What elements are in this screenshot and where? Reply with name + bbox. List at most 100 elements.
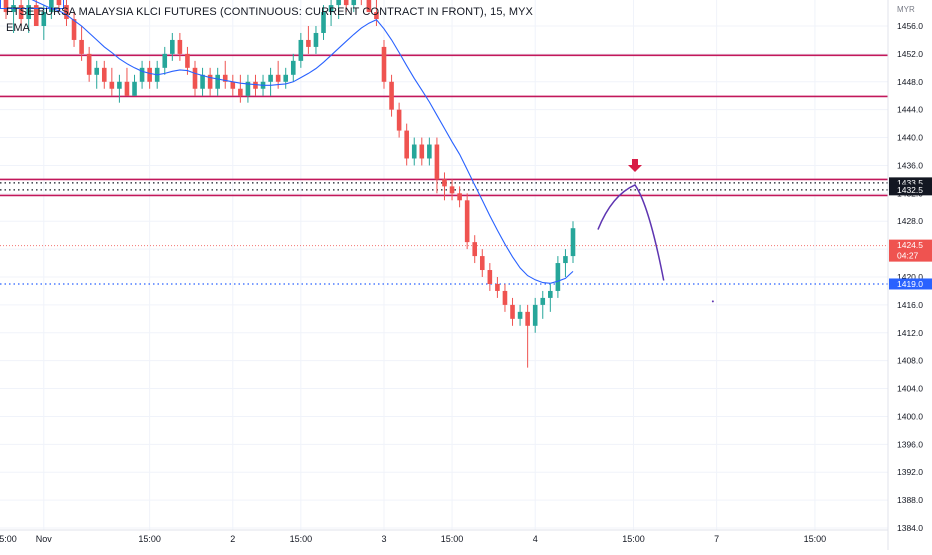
candle-body (71, 19, 77, 40)
candle-body (464, 200, 470, 243)
candle-body (510, 304, 515, 319)
y-tick-label: 1404.0 (897, 384, 923, 394)
x-tick-label: 3 (381, 534, 386, 544)
x-tick-label: 2 (230, 534, 235, 544)
candle-body (472, 242, 478, 257)
x-tick-label: 4 (533, 534, 538, 544)
y-tick-label: 1456.0 (897, 21, 923, 31)
ema-indicator-label[interactable]: EMA (6, 22, 30, 34)
candle-body (381, 46, 387, 82)
candle-body (41, 12, 47, 26)
symbol-highlight-box (0, 0, 64, 9)
y-tick-label: 1416.0 (897, 300, 923, 310)
candle-body (525, 311, 530, 326)
candle-body (328, 5, 334, 13)
candle-body (200, 74, 205, 89)
candle-body (283, 74, 289, 82)
candle-body (389, 81, 394, 110)
candle-body (336, 0, 341, 6)
candle-body (3, 0, 9, 13)
candle-body (268, 74, 273, 82)
candle-body (170, 39, 175, 54)
chart-legend: FTSE BURSA MALAYSIA KLCI FUTURES (CONTIN… (6, 4, 533, 36)
candle-body (147, 67, 152, 82)
candle-body (185, 53, 190, 68)
y-tick-label: 1444.0 (897, 105, 923, 115)
candle-body (396, 109, 402, 131)
candle-body (124, 81, 130, 96)
candle-body (343, 0, 349, 6)
y-tick-label: 1384.0 (897, 523, 923, 533)
y-tick-label: 1396.0 (897, 439, 923, 449)
currency-label: MYR (897, 5, 915, 14)
candle-body (517, 311, 523, 319)
candle-body (162, 53, 168, 68)
price-tag-label: 1432.5 (897, 185, 923, 195)
candle-body (49, 0, 54, 13)
x-tick-label: 7 (714, 534, 719, 544)
price-tag (889, 177, 932, 189)
y-tick-label: 1452.0 (897, 49, 923, 59)
candle-body (207, 74, 213, 89)
candle-body (313, 32, 319, 47)
candle-body (442, 179, 447, 187)
candle-body (298, 39, 304, 61)
y-tick-label: 1448.0 (897, 77, 923, 87)
candle-body (457, 193, 462, 201)
candle-body (132, 81, 137, 96)
candle-body (502, 290, 508, 305)
candle-body (245, 81, 251, 96)
candle-body (64, 5, 69, 20)
price-tag (889, 239, 932, 262)
candle-body (215, 74, 220, 89)
candle-body (306, 39, 311, 47)
down-arrow-icon (627, 165, 642, 173)
candle-body (238, 88, 243, 96)
price-tag-label: 1433.5 (897, 178, 923, 188)
x-tick-label: 15:00 (622, 534, 645, 544)
candle-body (139, 67, 145, 82)
candle-body (479, 256, 485, 271)
candle-body (563, 256, 568, 264)
candle-body (570, 228, 576, 257)
y-tick-label: 1388.0 (897, 495, 923, 505)
candle-body (434, 144, 440, 180)
y-tick-label: 1428.0 (897, 216, 923, 226)
stray-dot (711, 300, 714, 303)
candle-body (487, 270, 493, 284)
candle-body (79, 39, 84, 54)
x-tick-label: Nov (36, 534, 53, 544)
candle-body (540, 297, 546, 305)
candle-body (366, 0, 372, 13)
price-tag-countdown: 04:27 (897, 251, 919, 261)
symbol-title[interactable]: FTSE BURSA MALAYSIA KLCI FUTURES (CONTIN… (6, 6, 533, 18)
candle-body (33, 5, 39, 26)
candle-body (427, 144, 432, 159)
candle-body (555, 263, 561, 291)
candle-body (404, 130, 409, 159)
candle-body (177, 39, 183, 54)
candle-body (56, 0, 62, 6)
y-tick-label: 1420.0 (897, 272, 923, 282)
candle-body (548, 290, 553, 298)
candle-body (419, 144, 425, 159)
y-tick-label: 1400.0 (897, 411, 923, 421)
candle-body (253, 81, 258, 89)
candle-body (86, 53, 92, 75)
candle-body (222, 74, 228, 82)
candle-body (26, 5, 31, 20)
candle-body (374, 12, 379, 20)
candle-body (411, 144, 417, 159)
ema-line (31, 0, 574, 284)
candle-body (101, 67, 107, 82)
y-tick-label: 1408.0 (897, 356, 923, 366)
price-tag-label: 1424.5 (897, 240, 923, 250)
candle-body (495, 283, 500, 291)
x-tick-label: 15:00 (290, 534, 313, 544)
candle-body (230, 81, 236, 89)
down-arrow-icon (631, 159, 638, 166)
candle-body (18, 5, 24, 20)
x-tick-label: 15:00 (804, 534, 827, 544)
